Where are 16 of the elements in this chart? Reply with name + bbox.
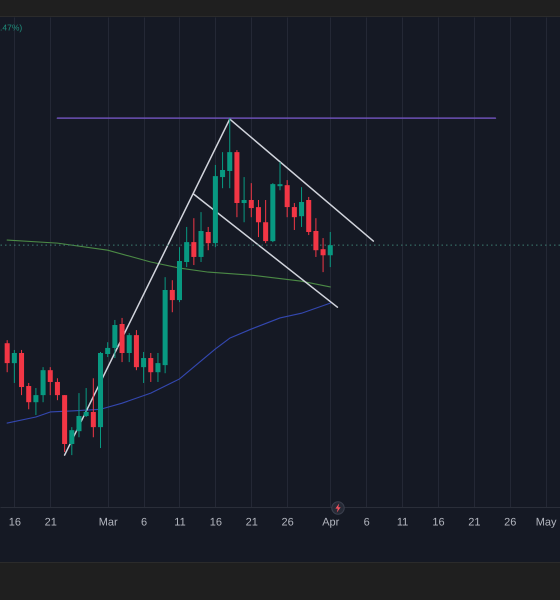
x-tick-label: 16 xyxy=(210,516,222,528)
x-tick-label: 11 xyxy=(396,516,408,528)
x-tick-label: 21 xyxy=(44,516,57,528)
x-tick-label: 6 xyxy=(141,516,148,528)
text: .47%) xyxy=(0,22,22,32)
x-tick-label: Apr xyxy=(322,516,340,528)
x-tick-label: 26 xyxy=(504,516,516,528)
x-tick-label: 21 xyxy=(246,516,258,528)
x-tick-label: 16 xyxy=(432,516,445,528)
x-tick-label: 21 xyxy=(468,516,480,528)
x-tick-label: May xyxy=(536,516,558,528)
x-tick-label: 16 xyxy=(8,516,21,528)
x-tick-label: 11 xyxy=(174,516,186,528)
x-tick-label: 26 xyxy=(282,516,294,528)
x-tick-label: 6 xyxy=(364,516,370,528)
x-tick-label: Mar xyxy=(98,516,118,528)
